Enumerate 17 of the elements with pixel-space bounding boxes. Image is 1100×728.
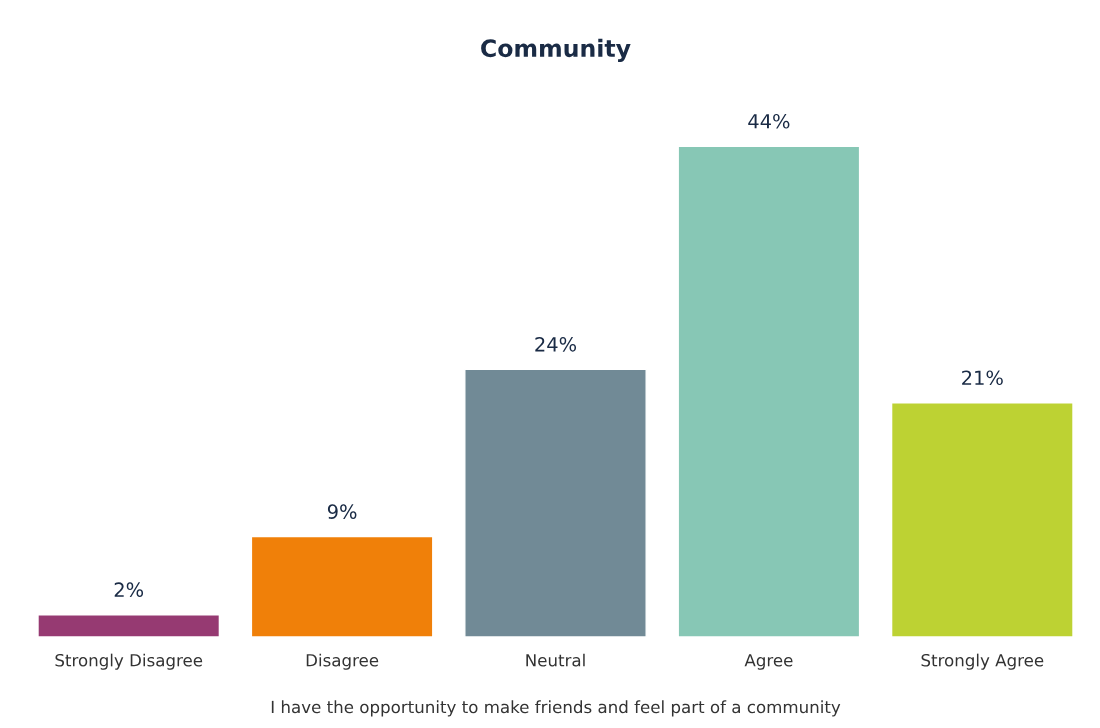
x-tick-label: Strongly Agree	[921, 653, 1044, 670]
x-tick-label: Strongly Disagree	[55, 653, 203, 670]
data-label: 9%	[327, 504, 357, 519]
data-label: 24%	[535, 336, 577, 352]
data-label: 2%	[114, 582, 144, 598]
x-tick-label: Neutral	[526, 653, 585, 667]
bar	[890, 402, 1074, 637]
data-label: 44%	[748, 113, 790, 129]
bar	[37, 613, 221, 637]
chart-title: Community	[481, 38, 631, 62]
x-tick-label: Agree	[744, 654, 793, 670]
x-tick-label: Disagree	[306, 653, 379, 670]
bar	[464, 368, 647, 637]
x-axis-title: I have the opportunity to make friends and feel part of a community	[271, 700, 841, 717]
data-label: 21%	[962, 370, 1003, 386]
bar	[677, 145, 861, 637]
bar	[250, 535, 434, 637]
